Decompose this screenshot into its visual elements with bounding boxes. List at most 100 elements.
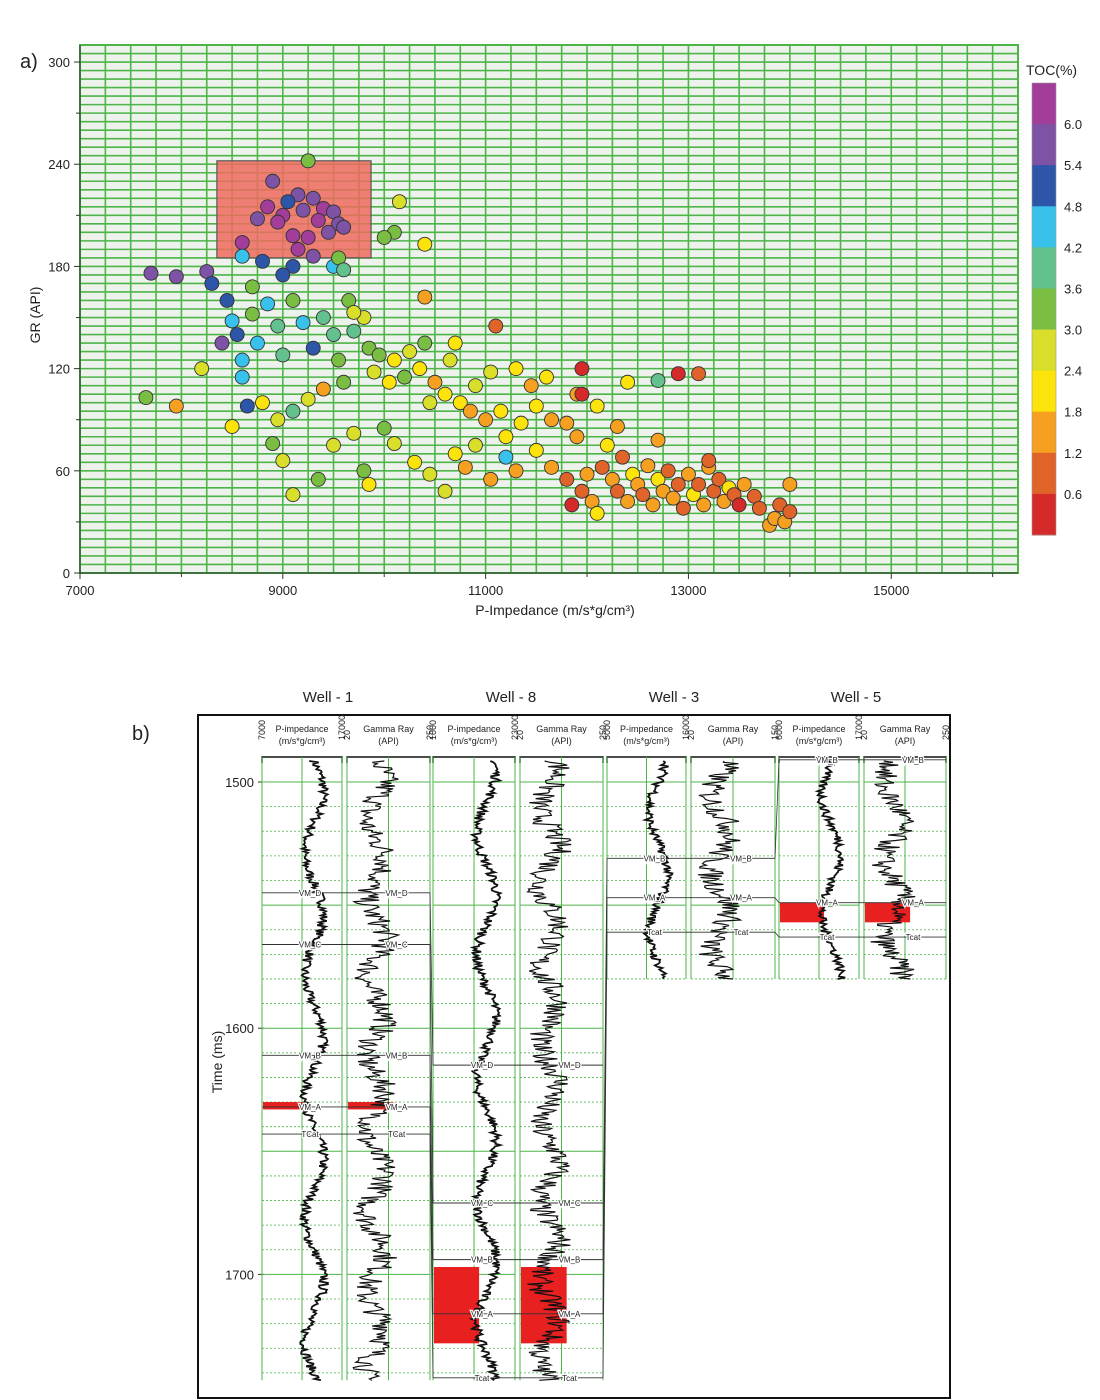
track-title: P-impedance [620,724,673,734]
toc-colorbar: 0.6 1.2 1.8 2.4 3.0 3.6 4.2 4.8 5.4 6.0 [1031,82,1082,536]
data-point [731,497,747,513]
horizon-label: VM_A [386,1103,408,1112]
panel-a-crossplot: a) 7000 9000 11000 13000 15000 0 60 120 180 240 30… [20,44,1082,618]
horizon-label: VM_B [559,1256,581,1265]
data-point [594,459,610,475]
horizon-label: Tcat [906,933,921,942]
colorbar-segment [1032,124,1056,166]
colorbar-segment [1032,165,1056,207]
data-point [250,211,265,227]
colorbar-segment [1032,206,1056,248]
track-unit: (m/s*g/cm³) [623,736,670,746]
track-min-label: 20 [686,730,696,740]
data-point [285,403,301,419]
data-point [564,497,580,513]
data-point [468,437,483,453]
data-point [371,347,387,363]
data-point [326,437,341,453]
horizon-label: VM_C [558,1199,580,1208]
data-point [285,293,301,308]
data-point [539,369,554,385]
data-point [224,419,240,434]
data-point [244,306,260,322]
data-point [285,228,301,244]
time-tick-label: 1500 [225,775,254,790]
data-point [138,390,154,406]
colorbar-segment [1032,411,1056,454]
data-point [280,194,296,210]
data-point [376,230,392,245]
colorbar-title: TOC(%) [1026,62,1077,78]
data-point [310,471,326,487]
horizon-correlation-line [429,1106,434,1314]
data-point [295,202,311,218]
well-panel-frame [197,714,951,1399]
x-tick-label: 9000 [268,583,297,598]
track-unit: (m/s*g/cm³) [796,736,843,746]
data-point [513,415,529,431]
horizon-label: VM_B [644,854,666,863]
horizon-label: Tcat [475,1374,490,1383]
horizon-correlation-line [774,931,780,938]
track-unit: (API) [895,736,916,746]
data-point [650,373,666,388]
data-point [300,391,316,407]
track-unit: (m/s*g/cm³) [451,736,498,746]
track-min-label: 6000 [774,720,784,740]
data-point [346,425,362,441]
gamma-ray-curve [870,760,916,980]
colorbar-tick-label: 1.8 [1064,405,1082,420]
horizon-correlation-line [429,1134,434,1378]
data-point [508,361,524,377]
data-point [483,471,499,487]
track-unit: (API) [551,736,572,746]
colorbar-segment [1032,370,1056,413]
data-point [326,327,341,342]
horizon-label: Tcat [820,933,835,942]
horizon-label: VM_A [644,894,666,903]
data-point [194,361,210,377]
track-unit: (API) [378,736,399,746]
horizon-correlation-line [429,892,434,1066]
data-point [574,386,590,402]
track-unit: (API) [723,736,744,746]
panel-a-label: a) [20,51,38,73]
data-point [736,476,752,492]
data-point [609,483,625,499]
high-toc-zone [434,1267,480,1344]
horizon-label: VM_B [299,1051,321,1060]
crossplot-area: 7000 9000 11000 13000 15000 0 60 120 180 240 300 [48,44,1019,598]
data-point [468,378,483,394]
p-impedance-curve [468,760,504,1382]
data-point [569,429,585,445]
data-point [751,500,767,516]
data-point [635,487,651,503]
horizon-correlation-line [429,944,434,1204]
colorbar-segment [1032,493,1056,536]
colorbar-segment [1032,288,1056,331]
data-point [782,476,798,492]
data-point [650,432,666,448]
data-point [483,364,499,380]
track-max-label: 23000 [510,715,520,740]
data-point [711,471,727,487]
data-point [559,471,575,487]
data-point [427,374,443,390]
track-max-label: 16000 [681,715,691,740]
track-title: P-impedance [792,724,845,734]
data-point [168,269,184,285]
colorbar-tick-label: 0.6 [1064,487,1082,502]
horizon-label: VM_D [471,1061,493,1070]
data-point [275,347,291,363]
time-tick-label: 1600 [225,1021,254,1036]
data-point [523,378,539,394]
data-point [285,487,301,503]
data-point [361,476,377,492]
data-point [417,289,433,305]
p-impedance-curve [297,760,330,1382]
colorbar-tick-label: 1.2 [1064,446,1082,461]
data-point [544,412,559,428]
horizon-label: VM_C [385,940,407,949]
data-point [300,153,316,169]
high-toc-zone [865,902,911,923]
